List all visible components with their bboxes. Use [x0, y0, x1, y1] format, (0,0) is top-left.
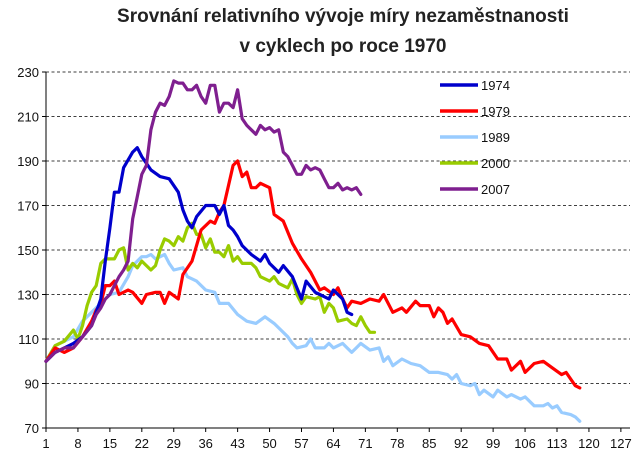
chart-title-line-2: v cyklech po roce 1970 [239, 36, 446, 57]
x-tick-label: 71 [358, 436, 372, 451]
x-tick-label: 57 [294, 436, 308, 451]
legend-label-1974: 1974 [481, 78, 510, 93]
x-tick-label: 8 [74, 436, 81, 451]
y-tick-label: 230 [17, 65, 39, 80]
legend-label-1979: 1979 [481, 104, 510, 119]
x-tick-label: 50 [262, 436, 276, 451]
y-tick-label: 130 [17, 288, 39, 303]
y-tick-label: 190 [17, 154, 39, 169]
series-layer [44, 79, 582, 423]
series-line-1989 [44, 252, 582, 423]
x-tick-label: 36 [198, 436, 212, 451]
series-line-2000 [44, 221, 377, 363]
series-line-1974 [44, 146, 354, 363]
x-tick-label: 113 [547, 436, 568, 451]
y-tick-label: 110 [18, 332, 39, 347]
x-tick-label: 15 [103, 436, 117, 451]
x-tick-label: 22 [135, 436, 149, 451]
y-tick-label: 70 [25, 421, 39, 436]
legend-label-2007: 2007 [481, 182, 510, 197]
chart-title-line-1: Srovnání relativního vývoje míry nezaměs… [117, 6, 569, 27]
x-tick-label: 106 [514, 436, 536, 451]
x-tick-label: 64 [326, 436, 340, 451]
x-tick-label: 120 [578, 436, 600, 451]
x-tick-label: 43 [230, 436, 244, 451]
legend-label-1989: 1989 [481, 130, 510, 145]
x-tick-label: 29 [167, 436, 181, 451]
y-axis-ticks: 70 90 110 130 150 170 190 210 230 [17, 65, 46, 436]
y-tick-label: 150 [17, 243, 39, 258]
x-tick-label: 99 [486, 436, 500, 451]
x-tick-label: 1 [42, 436, 49, 451]
y-tick-label: 170 [17, 199, 39, 214]
x-tick-label: 78 [390, 436, 404, 451]
legend-label-2000: 2000 [481, 156, 510, 171]
x-tick-label: 127 [610, 436, 632, 451]
x-tick-label: 85 [422, 436, 436, 451]
gridlines [46, 71, 630, 384]
y-tick-label: 90 [25, 377, 39, 392]
x-axis-ticks: 1 8 15 22 29 36 43 50 57 64 71 78 85 92 99 106 113 120 127 [42, 428, 632, 451]
x-tick-label: 92 [454, 436, 468, 451]
legend: 1974 1979 1989 2000 2007 [440, 78, 510, 197]
series-line-1979 [44, 159, 582, 390]
series-line-2007 [44, 79, 363, 363]
axes [45, 72, 630, 429]
y-tick-label: 210 [17, 110, 39, 125]
